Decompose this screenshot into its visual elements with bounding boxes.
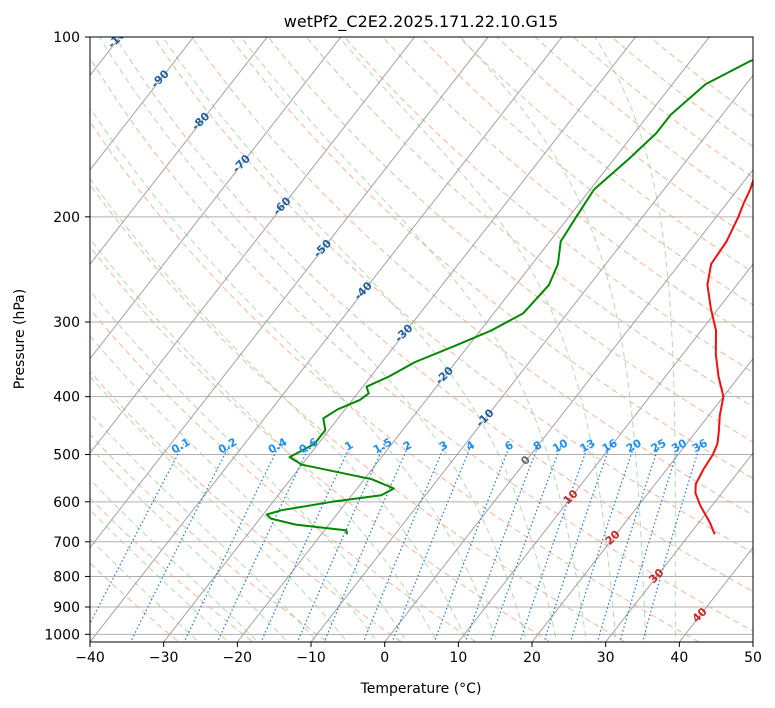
isotherm-line — [90, 37, 195, 171]
x-tick-label: 10 — [449, 650, 467, 666]
x-tick-label: 20 — [523, 650, 541, 666]
dry-adiabat — [229, 37, 753, 479]
mixing-ratio-line — [519, 443, 590, 642]
chart-title: wetPf2_C2E2.2025.171.22.10.G15 — [284, 12, 558, 32]
moist-adiabat — [90, 177, 468, 642]
x-axis-ticks: −40 −30 −20 −10 0 10 20 30 40 50 — [75, 642, 762, 666]
isotherm-line — [384, 168, 753, 642]
gridlines — [90, 37, 753, 635]
y-tick-label: 900 — [53, 600, 80, 616]
x-tick-label: 0 — [380, 650, 389, 666]
moist-adiabat — [162, 37, 558, 642]
mixing-ratio-line — [391, 443, 473, 642]
y-axis-label: Pressure (hPa) — [12, 289, 28, 389]
mixing-ratio-line — [90, 443, 184, 625]
moist-adiabat — [98, 37, 528, 642]
x-axis-label: Temperature (°C) — [360, 681, 482, 697]
isotherm-line — [457, 263, 753, 642]
moist-adiabat — [459, 37, 647, 642]
moist-adiabat — [90, 238, 438, 642]
plot-frame — [89, 36, 754, 643]
x-tick-label: −40 — [75, 650, 105, 666]
x-tick-label: −20 — [223, 650, 253, 666]
mixing-ratio-line — [216, 443, 312, 642]
y-tick-label: 800 — [53, 569, 80, 585]
dry-adiabat — [343, 37, 753, 373]
isotherms — [0, 24, 753, 647]
moist-adiabat — [240, 37, 587, 642]
dry-adiabat — [153, 37, 753, 554]
dry-adiabat — [90, 183, 626, 642]
dry-adiabat — [114, 37, 753, 593]
y-axis-ticks: 100 200 300 400 500 600 700 800 900 1000 — [44, 30, 90, 643]
moist-adiabat — [338, 37, 617, 642]
temperature-profile — [694, 177, 753, 535]
mixing-ratio-lines — [90, 443, 702, 642]
dry-adiabat — [90, 370, 403, 642]
isotherm-line — [90, 37, 489, 549]
y-tick-label: 200 — [53, 210, 80, 226]
y-tick-label: 1000 — [44, 627, 80, 643]
dry-adiabat — [610, 37, 753, 148]
isotherm-line — [90, 37, 268, 266]
mixing-ratio-line — [641, 443, 702, 642]
moist-adiabat — [90, 106, 498, 642]
isotherm-line — [90, 37, 416, 454]
y-tick-label: 100 — [53, 30, 80, 46]
moist-adiabat — [90, 289, 408, 642]
moist-adiabat — [90, 478, 259, 642]
y-tick-label: 700 — [53, 535, 80, 551]
mixing-ratio-line — [543, 443, 612, 642]
mixing-ratio-line — [362, 443, 446, 642]
isotherm-line — [310, 74, 753, 642]
dry-adiabat — [90, 308, 477, 642]
x-tick-label: −30 — [149, 650, 179, 666]
dry-adiabat — [496, 37, 753, 241]
y-tick-label: 600 — [53, 495, 80, 511]
isotherm-line — [0, 24, 57, 647]
moist-adiabat — [90, 335, 378, 642]
moist-adiabat — [90, 509, 229, 642]
x-tick-label: −10 — [296, 650, 326, 666]
isotherm-line — [90, 37, 342, 360]
isotherm-line — [236, 37, 710, 642]
dry-adiabat — [534, 37, 753, 210]
mixing-ratio-line — [569, 443, 636, 642]
dry-adiabat — [572, 37, 753, 178]
dry-adiabat — [305, 37, 753, 408]
x-tick-label: 50 — [744, 650, 762, 666]
dry-adiabat — [90, 245, 552, 642]
profile-series — [265, 58, 753, 535]
mixing-ratio-line — [323, 443, 410, 642]
dry-adiabat — [381, 37, 753, 339]
dewpoint-profile — [265, 58, 753, 535]
isotherm-line — [90, 37, 563, 642]
isotherm-line — [163, 37, 637, 642]
y-tick-label: 400 — [53, 390, 80, 406]
isotherm-line — [605, 452, 753, 642]
isotherm-line — [531, 357, 753, 642]
y-tick-label: 500 — [53, 448, 80, 464]
plot-background — [90, 37, 753, 642]
dry-adiabat — [191, 37, 753, 516]
y-tick-label: 300 — [53, 315, 80, 331]
dry-adiabat — [90, 497, 254, 642]
mixing-ratio-line — [183, 443, 281, 642]
x-tick-label: 40 — [670, 650, 688, 666]
dry-adiabat — [90, 57, 753, 632]
x-tick-label: 30 — [597, 650, 615, 666]
